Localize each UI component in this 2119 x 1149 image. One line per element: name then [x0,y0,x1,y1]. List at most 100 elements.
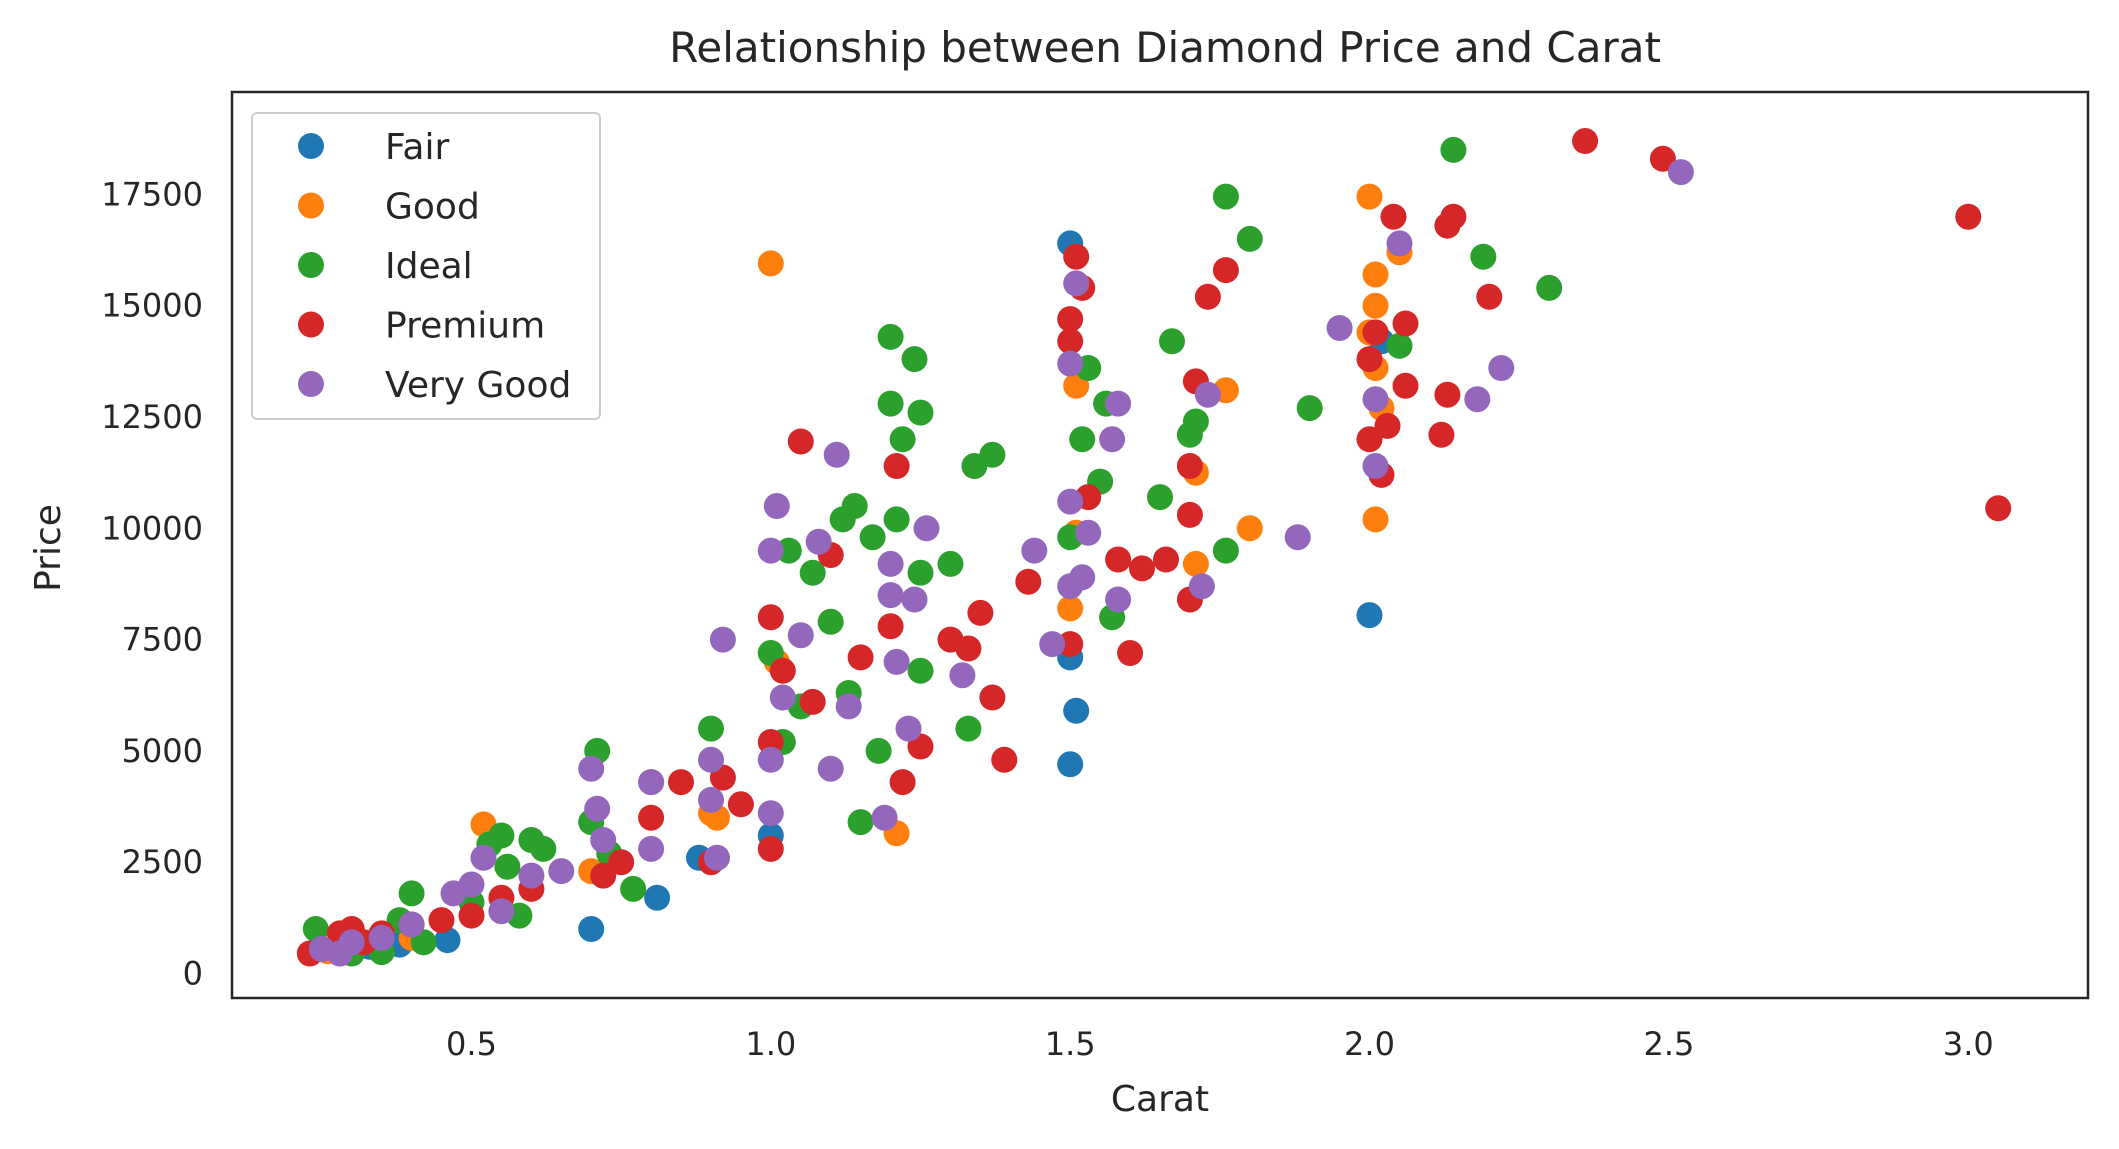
y-tick-label: 10000 [101,509,203,547]
data-point [955,635,982,662]
data-point [817,608,844,635]
data-point [979,441,1006,468]
data-point [1063,243,1090,270]
data-point [835,693,862,720]
data-point [1434,381,1461,408]
data-point [1147,484,1173,511]
data-point [757,835,784,862]
data-point [494,853,521,880]
data-point [967,599,994,626]
data-point [1057,488,1084,515]
data-point [620,875,647,902]
data-point [787,428,814,455]
data-point [1069,426,1096,453]
data-point [1075,519,1102,546]
data-point [877,550,904,577]
data-point [668,769,694,796]
legend-label: Fair [385,127,449,168]
x-tick-label: 2.5 [1643,1025,1694,1063]
data-point [889,769,916,796]
data-point [1356,602,1383,629]
data-point [1039,631,1066,658]
legend-marker [298,192,324,219]
data-point [799,688,826,715]
legend-item: Very Good [298,365,571,406]
data-point [458,902,485,929]
y-tick-label: 17500 [101,175,203,213]
data-point [1985,495,2012,522]
data-point [1063,697,1090,724]
data-point [901,346,928,373]
data-point [1386,230,1413,257]
data-point [1356,183,1383,210]
data-point [1063,270,1090,297]
data-point [1356,346,1383,373]
x-tick-label: 3.0 [1943,1025,1994,1063]
data-point [590,862,617,889]
data-point [488,898,515,925]
data-point [1464,386,1491,413]
data-point [907,657,934,684]
data-point [584,795,611,822]
data-point [1069,564,1096,591]
data-point [1117,640,1144,666]
data-point [913,515,940,542]
data-point [1362,261,1389,288]
data-point [368,924,395,951]
data-point [1380,203,1407,230]
legend-item: Ideal [298,246,473,287]
data-point [428,907,455,934]
data-point [698,715,724,742]
data-point [1440,203,1467,230]
data-point [1374,412,1401,439]
data-point [1212,537,1239,564]
legend-item: Good [298,187,480,228]
legend-item: Fair [298,127,449,168]
data-point [1129,555,1155,582]
data-point [578,916,605,942]
data-point [1362,386,1389,413]
legend-label: Ideal [385,246,473,287]
y-axis-label: Price [28,504,69,592]
data-point [578,755,605,782]
legend-label: Good [385,187,480,228]
data-point [398,880,425,907]
data-point [1105,586,1132,613]
data-point [698,786,724,813]
data-point [1182,550,1209,577]
data-point [1476,283,1503,310]
data-point [638,804,665,831]
data-point [1194,283,1221,310]
data-point [1105,546,1132,573]
data-point [398,911,425,938]
data-point [518,862,545,889]
legend-marker [298,371,324,397]
y-tick-label: 2500 [122,843,203,881]
data-point [470,844,497,871]
data-point [1440,136,1467,163]
data-point [530,835,557,862]
data-points [296,128,2012,967]
data-point [1386,332,1413,359]
data-point [458,871,485,898]
data-point [763,493,790,519]
data-point [877,323,904,350]
data-point [871,804,898,831]
data-point [434,927,461,954]
chart-title: Relationship between Diamond Price and C… [669,23,1661,72]
y-tick-label: 7500 [122,621,203,659]
data-point [638,835,665,862]
data-point [1188,573,1215,600]
x-tick-label: 1.5 [1045,1025,1096,1063]
data-point [1326,315,1353,341]
data-point [901,586,928,613]
x-tick-label: 0.5 [446,1025,497,1063]
data-point [979,684,1006,711]
data-point [883,453,910,479]
data-point [1015,568,1042,595]
data-point [709,626,736,653]
data-point [1488,355,1515,381]
data-point [1099,426,1126,453]
data-point [823,441,850,468]
